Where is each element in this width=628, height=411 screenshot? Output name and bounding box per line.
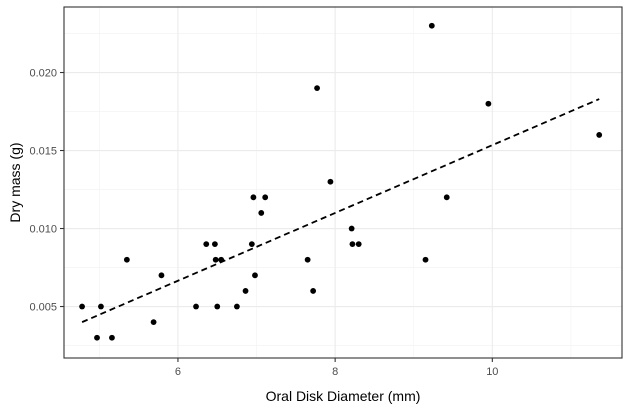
x-axis-title: Oral Disk Diameter (mm) (266, 388, 421, 404)
minor-gridlines (64, 7, 622, 358)
data-point (193, 303, 199, 310)
data-point (150, 319, 157, 326)
y-tick-label: 0.015 (29, 146, 57, 158)
trend-line-group (81, 98, 600, 323)
data-point (355, 241, 362, 248)
data-point (262, 194, 269, 201)
data-point (428, 22, 435, 29)
data-point (79, 303, 85, 310)
y-tick-label: 0.010 (29, 224, 57, 236)
y-tick-label: 0.020 (29, 68, 57, 80)
data-point (596, 132, 603, 138)
data-point (258, 210, 265, 216)
data-point (310, 288, 317, 294)
data-point (211, 241, 218, 248)
data-point (98, 303, 104, 310)
plot-panel-border (63, 6, 623, 359)
data-point (214, 303, 221, 310)
x-axis-ticks: 6 8 10 (175, 358, 498, 378)
data-point (422, 256, 429, 263)
data-point (485, 100, 492, 107)
data-point (158, 272, 165, 279)
data-point (252, 272, 258, 279)
data-point (248, 241, 255, 248)
data-point (123, 256, 130, 263)
data-point (242, 288, 249, 294)
data-point (203, 241, 210, 248)
data-point (94, 334, 100, 341)
x-tick-label: 10 (486, 366, 498, 378)
data-point (443, 194, 450, 201)
data-point (234, 303, 240, 310)
data-point (327, 178, 334, 185)
data-point (212, 256, 219, 263)
major-gridlines (64, 7, 622, 358)
data-point (109, 334, 115, 341)
y-tick-label: 0.005 (29, 302, 57, 314)
data-point (218, 256, 225, 263)
data-point (314, 85, 320, 92)
y-axis-ticks: 0.005 0.010 0.015 0.020 (29, 68, 64, 314)
data-point (349, 241, 356, 248)
x-tick-label: 6 (175, 366, 181, 378)
y-axis-title: Dry mass (g) (7, 142, 23, 222)
data-point (348, 225, 355, 232)
data-point (304, 256, 311, 263)
x-tick-label: 8 (332, 366, 338, 378)
data-points (79, 22, 603, 341)
trend-line (81, 98, 600, 323)
data-point (250, 194, 257, 201)
